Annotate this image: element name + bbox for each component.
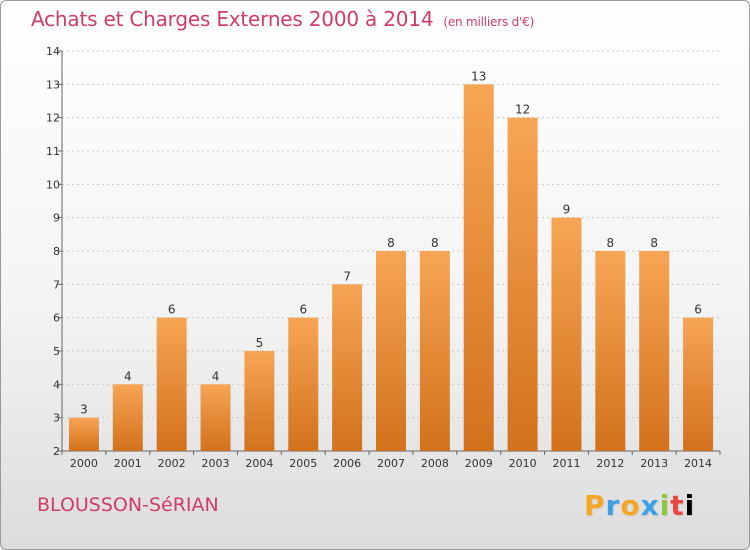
bar — [683, 317, 714, 451]
bars — [68, 84, 714, 452]
proxiti-logo: Proxiti — [584, 489, 695, 522]
data-label: 7 — [343, 269, 351, 283]
data-label: 3 — [80, 403, 88, 417]
x-tick-label: 2009 — [465, 457, 493, 470]
logo-letter: i — [684, 489, 696, 522]
y-tick-label: 13 — [46, 78, 60, 91]
x-tick-label: 2003 — [202, 457, 230, 470]
x-tick-label: 2005 — [289, 457, 317, 470]
bar — [332, 284, 363, 451]
x-tick-label: 2012 — [596, 457, 624, 470]
bar — [156, 317, 187, 451]
bar — [68, 417, 99, 451]
x-tick-label: 2002 — [158, 457, 186, 470]
x-tick-label: 2013 — [640, 457, 668, 470]
chart-subtitle: (en milliers d'€) — [443, 15, 535, 29]
logo-letter: x — [640, 489, 660, 522]
bar — [595, 251, 626, 451]
bar — [288, 317, 319, 451]
y-tick-label: 4 — [53, 378, 60, 391]
bar — [639, 251, 670, 451]
x-tick-label: 2008 — [421, 457, 449, 470]
bar — [112, 384, 143, 451]
data-label: 12 — [515, 103, 530, 117]
data-label: 8 — [387, 236, 395, 250]
x-tick-label: 2011 — [552, 457, 580, 470]
labels: 2 3 4 5 6 7 8 9 10 11 12 13 14 3 2000 4 2001 6 2002 4 2003 5 2… — [46, 45, 712, 470]
chart-title: Achats et Charges Externes 2000 à 2014 (e… — [31, 7, 534, 31]
bar — [244, 351, 275, 451]
x-tick-label: 2007 — [377, 457, 405, 470]
bar — [507, 117, 538, 452]
y-tick-label: 5 — [53, 345, 60, 358]
x-tick-label: 2004 — [245, 457, 273, 470]
x-tick-label: 2006 — [333, 457, 361, 470]
y-tick-label: 3 — [53, 412, 60, 425]
data-label: 8 — [607, 236, 615, 250]
bar — [376, 251, 406, 451]
y-tick-label: 11 — [46, 145, 60, 158]
x-tick-label: 2001 — [114, 457, 142, 470]
commune-name: BLOUSSON-SéRIAN — [37, 494, 219, 516]
logo-letter: P — [584, 489, 606, 522]
logo-letter: t — [670, 489, 685, 522]
data-label: 6 — [299, 303, 307, 317]
data-label: 13 — [471, 69, 486, 83]
data-label: 4 — [212, 369, 220, 383]
data-label: 6 — [168, 303, 176, 317]
y-tick-label: 12 — [46, 112, 60, 125]
y-tick-label: 6 — [53, 312, 60, 325]
x-tick-label: 2010 — [509, 457, 537, 470]
x-tick-label: 2000 — [70, 457, 98, 470]
data-label: 8 — [650, 236, 658, 250]
chart-title-text: Achats et Charges Externes 2000 à 2014 — [31, 7, 434, 31]
x-tick-label: 2014 — [684, 457, 712, 470]
data-label: 6 — [694, 303, 702, 317]
y-tick-label: 8 — [53, 245, 60, 258]
bar — [419, 251, 450, 451]
data-label: 9 — [563, 203, 571, 217]
logo-letter: i — [659, 489, 671, 522]
bar — [551, 217, 582, 451]
y-tick-label: 9 — [53, 212, 60, 225]
bar — [463, 84, 494, 451]
y-tick-label: 2 — [53, 445, 60, 458]
y-tick-label: 14 — [46, 45, 60, 58]
y-tick-label: 10 — [46, 178, 60, 191]
y-tick-label: 7 — [53, 278, 60, 291]
logo-letter: o — [620, 489, 641, 522]
data-label: 5 — [256, 336, 264, 350]
bar — [200, 384, 231, 451]
data-label: 4 — [124, 369, 132, 383]
logo-letter: r — [605, 489, 621, 522]
data-label: 8 — [431, 236, 439, 250]
